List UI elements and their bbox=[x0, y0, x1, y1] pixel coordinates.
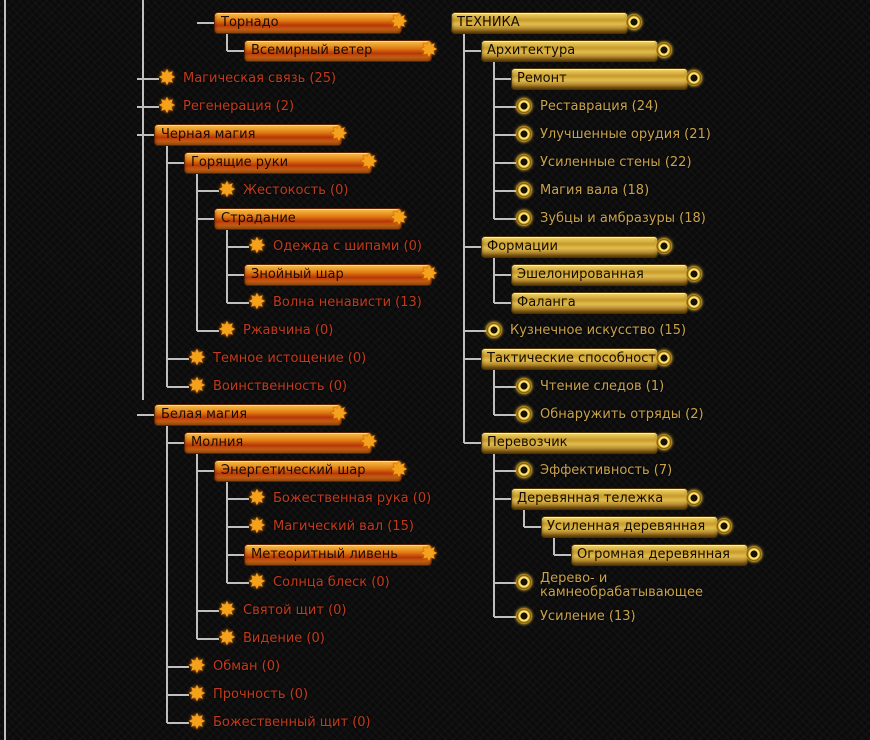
skill-label: Торнадо bbox=[215, 13, 401, 33]
gold-ring-icon bbox=[516, 574, 532, 590]
gold-ring-icon bbox=[686, 266, 702, 282]
skill-label: Черная магия bbox=[155, 125, 341, 145]
skill-label: Воинственность (0) bbox=[213, 379, 348, 394]
gold-ring-icon bbox=[656, 434, 672, 450]
skill-label: Кузнечное искусство (15) bbox=[510, 323, 687, 338]
skill-label: Улучшенные орудия (21) bbox=[540, 127, 711, 142]
skill-label: Реставрация (24) bbox=[540, 99, 659, 114]
flame-star-icon: ✸ bbox=[247, 290, 267, 315]
skill-label: Знойный шар bbox=[245, 265, 431, 285]
gold-ring-icon bbox=[686, 294, 702, 310]
skill-label: Усиленная деревянная bbox=[542, 517, 717, 537]
flame-star-icon: ✸ bbox=[247, 486, 267, 511]
gold-ring-icon bbox=[656, 350, 672, 366]
gold-ring-icon bbox=[516, 154, 532, 170]
gold-ring-icon bbox=[516, 182, 532, 198]
skill-label: Страдание bbox=[215, 209, 401, 229]
skill-label: Магическая связь (25) bbox=[183, 71, 337, 86]
flame-star-icon: ✸ bbox=[187, 346, 207, 371]
skill-label: Формации bbox=[482, 237, 657, 257]
skill-label: Эшелонированная bbox=[512, 265, 687, 285]
flame-star-icon: ✸ bbox=[247, 234, 267, 259]
skill-label: Белая магия bbox=[155, 405, 341, 425]
skill-label: Огромная деревянная bbox=[572, 545, 747, 565]
flame-star-icon: ✸ bbox=[389, 458, 409, 483]
flame-star-icon: ✸ bbox=[247, 514, 267, 539]
skill-label: Фаланга bbox=[512, 293, 687, 313]
skill-label: Усиление (13) bbox=[540, 609, 636, 624]
skill-label: Метеоритный ливень bbox=[245, 545, 431, 565]
gold-ring-icon bbox=[516, 210, 532, 226]
flame-star-icon: ✸ bbox=[187, 374, 207, 399]
skill-label: Святой щит (0) bbox=[243, 603, 347, 618]
gold-ring-icon bbox=[626, 14, 642, 30]
skill-label: Усиленные стены (22) bbox=[540, 155, 692, 170]
skill-label: Горящие руки bbox=[185, 153, 371, 173]
skill-label: Эффективность (7) bbox=[540, 463, 673, 478]
flame-star-icon: ✸ bbox=[419, 542, 439, 567]
skill-label: Солнца блеск (0) bbox=[273, 575, 390, 590]
gold-ring-icon bbox=[746, 546, 762, 562]
skill-label: Перевозчик bbox=[482, 433, 657, 453]
skill-label: Магический вал (15) bbox=[273, 519, 414, 534]
skill-label: Энергетический шар bbox=[215, 461, 401, 481]
flame-star-icon: ✸ bbox=[187, 654, 207, 679]
skill-label: Одежда с шипами (0) bbox=[273, 239, 422, 254]
skill-label: Обман (0) bbox=[213, 659, 281, 674]
skill-label: ТЕХНИКА bbox=[452, 13, 627, 33]
skill-label: Тактические способности bbox=[482, 349, 664, 369]
flame-star-icon: ✸ bbox=[217, 178, 237, 203]
skill-label: Божественный щит (0) bbox=[213, 715, 371, 730]
skill-label: Ремонт bbox=[512, 69, 687, 89]
flame-star-icon: ✸ bbox=[359, 150, 379, 175]
skill-label: Видение (0) bbox=[243, 631, 325, 646]
skill-label: Жестокость (0) bbox=[243, 183, 349, 198]
gold-ring-icon bbox=[516, 608, 532, 624]
flame-star-icon: ✸ bbox=[247, 570, 267, 595]
gold-ring-icon bbox=[516, 98, 532, 114]
skill-label: Молния bbox=[185, 433, 371, 453]
skill-label: Ржавчина (0) bbox=[243, 323, 334, 338]
left-frame-border bbox=[4, 0, 6, 740]
flame-star-icon: ✸ bbox=[359, 430, 379, 455]
gold-ring-icon bbox=[516, 406, 532, 422]
gold-ring-icon bbox=[516, 126, 532, 142]
gold-ring-icon bbox=[656, 238, 672, 254]
flame-star-icon: ✸ bbox=[187, 682, 207, 707]
flame-star-icon: ✸ bbox=[389, 10, 409, 35]
flame-star-icon: ✸ bbox=[187, 710, 207, 735]
flame-star-icon: ✸ bbox=[329, 402, 349, 427]
gold-ring-icon bbox=[686, 70, 702, 86]
skill-label: Магия вала (18) bbox=[540, 183, 650, 198]
gold-ring-icon bbox=[716, 518, 732, 534]
skill-label: Темное истощение (0) bbox=[213, 351, 367, 366]
flame-star-icon: ✸ bbox=[157, 94, 177, 119]
skill-label: Регенерация (2) bbox=[183, 99, 295, 114]
flame-star-icon: ✸ bbox=[419, 38, 439, 63]
gold-ring-icon bbox=[656, 42, 672, 58]
skill-label: Обнаружить отряды (2) bbox=[540, 407, 704, 422]
flame-star-icon: ✸ bbox=[389, 206, 409, 231]
gold-ring-icon bbox=[516, 378, 532, 394]
skill-label: Архитектура bbox=[482, 41, 657, 61]
skill-label: Деревянная тележка bbox=[512, 489, 687, 509]
gold-ring-icon bbox=[686, 490, 702, 506]
flame-star-icon: ✸ bbox=[217, 598, 237, 623]
flame-star-icon: ✸ bbox=[419, 262, 439, 287]
skill-label: Прочность (0) bbox=[213, 687, 309, 702]
flame-star-icon: ✸ bbox=[329, 122, 349, 147]
gold-ring-icon bbox=[516, 462, 532, 478]
flame-star-icon: ✸ bbox=[157, 66, 177, 91]
skill-label: Волна ненависти (13) bbox=[273, 295, 422, 310]
skill-label: Зубцы и амбразуры (18) bbox=[540, 211, 706, 226]
flame-star-icon: ✸ bbox=[217, 318, 237, 343]
flame-star-icon: ✸ bbox=[217, 626, 237, 651]
skill-label: Божественная рука (0) bbox=[273, 491, 432, 506]
gold-ring-icon bbox=[486, 322, 502, 338]
skill-label: Чтение следов (1) bbox=[540, 379, 665, 394]
skill-label: Дерево- и камнеобрабатывающее bbox=[540, 571, 703, 600]
skill-label: Всемирный ветер bbox=[245, 41, 431, 61]
